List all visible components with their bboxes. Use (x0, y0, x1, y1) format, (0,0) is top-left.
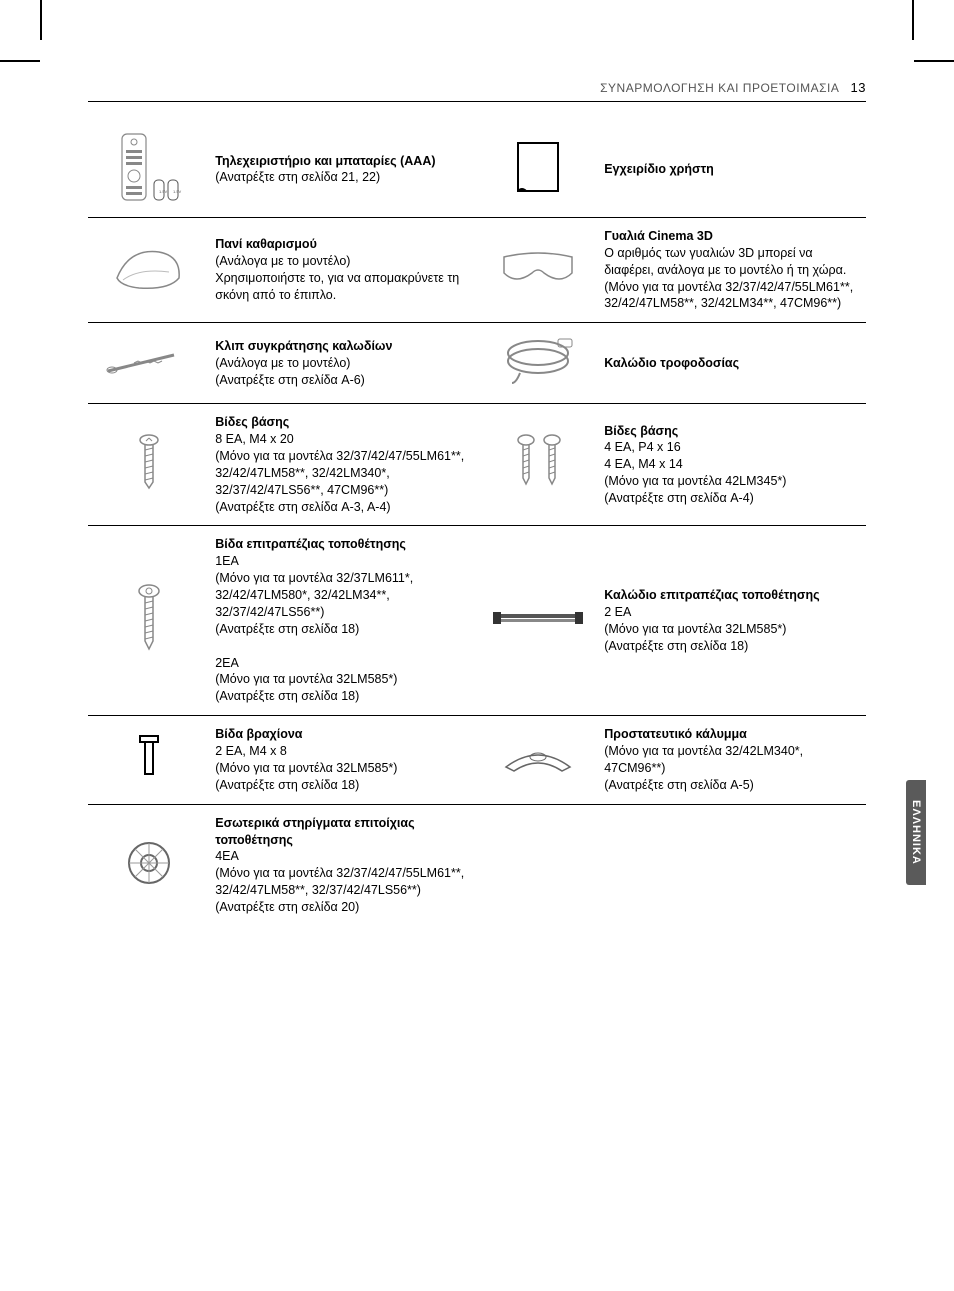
table-row: Βίδες βάσης 8 EA, M4 x 20(Μόνο για τα μο… (88, 404, 866, 526)
header-rule (88, 101, 866, 102)
item-title: Βίδες βάσης (604, 424, 678, 438)
table-row: Βίδα επιτραπέζιας τοποθέτησης 1EA(Μόνο γ… (88, 526, 866, 716)
item-body: 2 EA, M4 x 8(Μόνο για τα μοντέλα 32LM585… (215, 744, 397, 792)
page-number: 13 (851, 80, 866, 95)
svg-text:1.5V: 1.5V (159, 189, 168, 194)
table-row: Κλιπ συγκράτησης καλωδίων (Ανάλογα με το… (88, 323, 866, 404)
icon-cell: 1.5V 1.5V (88, 122, 209, 217)
remote-icon: 1.5V 1.5V (114, 132, 184, 202)
icon-cell (477, 217, 598, 322)
table-row: Εσωτερικά στηρίγματα επιτοίχιας τοποθέτη… (88, 804, 866, 926)
text-cell: Εγχειρίδιο χρήστη (598, 122, 866, 217)
icon-cell (477, 804, 598, 926)
text-cell: Βίδα επιτραπέζιας τοποθέτησης 1EA(Μόνο γ… (209, 526, 477, 716)
screw-pair-icon (508, 432, 568, 492)
icon-cell (88, 323, 209, 404)
table-row: Βίδα βραχίονα 2 EA, M4 x 8(Μόνο για τα μ… (88, 716, 866, 805)
item-title: Προστατευτικό κάλυμμα (604, 727, 747, 741)
item-body: 4EA(Μόνο για τα μοντέλα 32/37/42/47/55LM… (215, 849, 464, 914)
protective-cover-icon (498, 737, 578, 777)
icon-cell (88, 526, 209, 716)
item-title: Εσωτερικά στηρίγματα επιτοίχιας τοποθέτη… (215, 816, 414, 847)
text-cell: Πανί καθαρισμού (Ανάλογα με το μοντέλο)Χ… (209, 217, 477, 322)
glasses-3d-icon (498, 243, 578, 293)
item-title: Βίδα βραχίονα (215, 727, 302, 741)
icon-cell (477, 122, 598, 217)
item-body: 8 EA, M4 x 20(Μόνο για τα μοντέλα 32/37/… (215, 432, 464, 514)
manual-icon (508, 137, 568, 197)
cable-clip-icon (104, 343, 194, 378)
text-cell: Εσωτερικά στηρίγματα επιτοίχιας τοποθέτη… (209, 804, 477, 926)
table-row: 1.5V 1.5V Τηλεχειριστήριο και μπαταρίες … (88, 122, 866, 217)
item-title: Πανί καθαρισμού (215, 237, 317, 251)
flat-cable-icon (493, 608, 583, 628)
text-cell: Γυαλιά Cinema 3D Ο αριθμός των γυαλιών 3… (598, 217, 866, 322)
page-content: ΣΥΝΑΡΜΟΛΟΓΗΣΗ ΚΑΙ ΠΡΟΕΤΟΙΜΑΣΙΑ 13 (88, 80, 866, 926)
item-body: (Ανάλογα με το μοντέλο)(Ανατρέξτε στη σε… (215, 356, 365, 387)
screw-desk-icon (134, 583, 164, 653)
icon-cell (477, 323, 598, 404)
icon-cell (88, 404, 209, 526)
item-body: Ο αριθμός των γυαλιών 3D μπορεί να διαφέ… (604, 246, 853, 311)
language-tab: ΕΛΛΗΝΙΚΑ (906, 780, 926, 885)
text-cell: Καλώδιο επιτραπέζιας τοποθέτησης 2 EA(Μό… (598, 526, 866, 716)
icon-cell (477, 526, 598, 716)
text-cell: Βίδες βάσης 4 EA, P4 x 164 EA, M4 x 14(Μ… (598, 404, 866, 526)
text-cell: Τηλεχειριστήριο και μπαταρίες (AAA) (Ανα… (209, 122, 477, 217)
item-title: Κλιπ συγκράτησης καλωδίων (215, 339, 392, 353)
text-cell: Καλώδιο τροφοδοσίας (598, 323, 866, 404)
item-title: Βίδες βάσης (215, 415, 289, 429)
text-cell (598, 804, 866, 926)
section-title: ΣΥΝΑΡΜΟΛΟΓΗΣΗ ΚΑΙ ΠΡΟΕΤΟΙΜΑΣΙΑ (600, 81, 839, 95)
item-body: 2 EA(Μόνο για τα μοντέλα 32LM585*)(Ανατρ… (604, 605, 786, 653)
accessories-table: 1.5V 1.5V Τηλεχειριστήριο και μπαταρίες … (88, 122, 866, 926)
icon-cell (88, 804, 209, 926)
item-title: Τηλεχειριστήριο και μπαταρίες (AAA) (215, 154, 435, 168)
cloth-icon (109, 238, 189, 298)
table-row: Πανί καθαρισμού (Ανάλογα με το μοντέλο)Χ… (88, 217, 866, 322)
bracket-screw-icon (132, 732, 166, 782)
screw-long-icon (134, 432, 164, 492)
item-title: Γυαλιά Cinema 3D (604, 229, 713, 243)
text-cell: Προστατευτικό κάλυμμα (Μόνο για τα μοντέ… (598, 716, 866, 805)
text-cell: Βίδες βάσης 8 EA, M4 x 20(Μόνο για τα μο… (209, 404, 477, 526)
crop-mark (914, 60, 954, 62)
icon-cell (477, 716, 598, 805)
item-title: Καλώδιο τροφοδοσίας (604, 356, 739, 370)
icon-cell (88, 217, 209, 322)
icon-cell (477, 404, 598, 526)
svg-text:1.5V: 1.5V (173, 189, 182, 194)
power-cord-icon (498, 333, 578, 388)
item-title: Καλώδιο επιτραπέζιας τοποθέτησης (604, 588, 819, 602)
item-title: Βίδα επιτραπέζιας τοποθέτησης (215, 537, 406, 551)
item-body: (Μόνο για τα μοντέλα 32/42LM340*, 47CM96… (604, 744, 803, 792)
item-body: 1EA(Μόνο για τα μοντέλα 32/37LM611*, 32/… (215, 554, 413, 703)
icon-cell (88, 716, 209, 805)
crop-mark (0, 60, 40, 62)
text-cell: Κλιπ συγκράτησης καλωδίων (Ανάλογα με το… (209, 323, 477, 404)
crop-mark (40, 0, 42, 40)
item-body: (Ανάλογα με το μοντέλο)Χρησιμοποιήστε το… (215, 254, 459, 302)
item-body: (Ανατρέξτε στη σελίδα 21, 22) (215, 170, 380, 184)
item-body: 4 EA, P4 x 164 EA, M4 x 14(Μόνο για τα μ… (604, 440, 786, 505)
crop-mark (912, 0, 914, 40)
item-title: Εγχειρίδιο χρήστη (604, 162, 714, 176)
text-cell: Βίδα βραχίονα 2 EA, M4 x 8(Μόνο για τα μ… (209, 716, 477, 805)
page-header: ΣΥΝΑΡΜΟΛΟΓΗΣΗ ΚΑΙ ΠΡΟΕΤΟΙΜΑΣΙΑ 13 (88, 80, 866, 101)
wall-spacer-icon (124, 838, 174, 888)
